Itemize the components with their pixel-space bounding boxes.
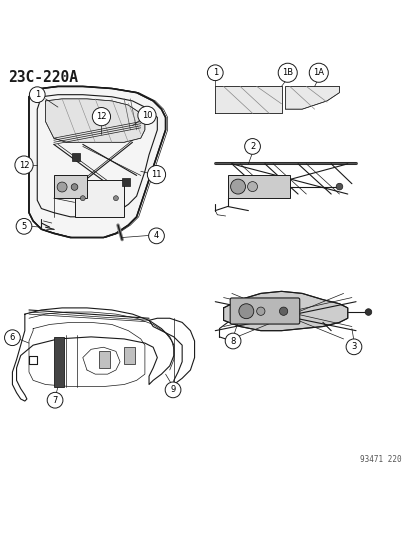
Circle shape (5, 330, 20, 345)
Circle shape (278, 63, 297, 82)
Text: 2: 2 (249, 142, 254, 151)
Bar (72, 154, 80, 161)
Text: 11: 11 (151, 170, 161, 179)
Text: 93471 220: 93471 220 (359, 455, 401, 464)
Polygon shape (45, 99, 145, 142)
Circle shape (165, 382, 180, 398)
Text: 4: 4 (154, 231, 159, 240)
Circle shape (92, 108, 110, 126)
Polygon shape (285, 86, 339, 109)
Circle shape (71, 184, 78, 190)
Circle shape (225, 333, 240, 349)
Circle shape (247, 182, 257, 191)
Circle shape (47, 392, 63, 408)
Circle shape (335, 183, 342, 190)
Circle shape (238, 304, 253, 319)
Bar (99, 351, 109, 368)
Circle shape (244, 139, 260, 155)
Circle shape (364, 309, 371, 316)
Bar (227, 175, 289, 198)
Text: 10: 10 (141, 111, 152, 120)
Text: 12: 12 (96, 112, 107, 121)
Circle shape (57, 182, 67, 192)
FancyBboxPatch shape (230, 298, 299, 324)
Text: 8: 8 (230, 336, 235, 345)
Text: 1: 1 (35, 90, 40, 99)
Circle shape (309, 63, 328, 82)
Circle shape (207, 65, 223, 80)
Text: 9: 9 (170, 385, 175, 394)
Circle shape (29, 87, 45, 102)
Bar (54, 337, 64, 386)
Text: 23C-220A: 23C-220A (8, 70, 78, 85)
Circle shape (256, 307, 264, 316)
Bar (122, 179, 129, 186)
Circle shape (138, 106, 156, 125)
Text: 1: 1 (212, 68, 217, 77)
Circle shape (147, 165, 165, 184)
Polygon shape (215, 86, 281, 114)
Polygon shape (29, 86, 165, 238)
Text: 6: 6 (10, 333, 15, 342)
Circle shape (16, 219, 32, 234)
Circle shape (15, 156, 33, 174)
Text: 1A: 1A (313, 68, 323, 77)
Circle shape (113, 196, 118, 200)
Bar (124, 347, 134, 364)
Bar (74, 180, 124, 217)
Circle shape (279, 307, 287, 316)
Circle shape (230, 179, 245, 194)
Polygon shape (223, 292, 347, 330)
Circle shape (148, 228, 164, 244)
Text: 12: 12 (19, 160, 29, 169)
Text: 5: 5 (21, 222, 26, 231)
Text: 1B: 1B (282, 68, 292, 77)
Bar (54, 175, 87, 198)
Circle shape (345, 339, 361, 354)
Text: 3: 3 (351, 342, 356, 351)
Text: 7: 7 (52, 395, 57, 405)
Circle shape (80, 196, 85, 200)
